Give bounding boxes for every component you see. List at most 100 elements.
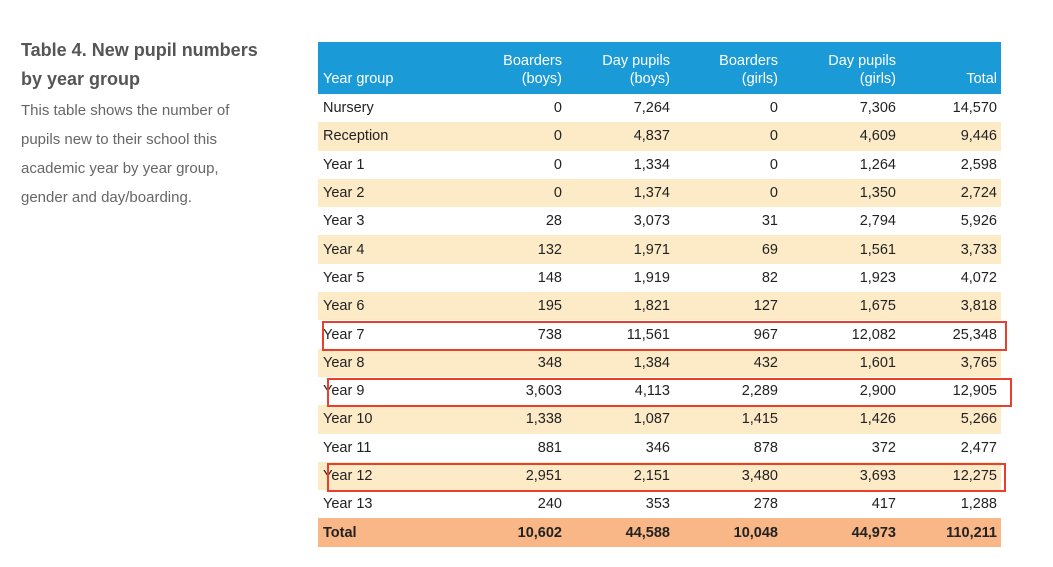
header-line-2: Total: [966, 71, 997, 87]
table-caption: Table 4. New pupil numbers by year group…: [21, 36, 291, 212]
boarders-girls-cell: 278: [753, 496, 778, 513]
header-year-group: Year group: [318, 42, 478, 94]
boarders-girls-cell: 967: [753, 326, 778, 343]
total-cell: 14,570: [952, 100, 997, 117]
caption-description-line: gender and day/boarding.: [21, 189, 192, 206]
total-cell: 3,733: [960, 241, 997, 258]
table-row: Year 9 3,603 4,113 2,289 2,900 12,905: [318, 377, 1001, 405]
table-row: Year 8 348 1,384 432 1,601 3,765: [318, 348, 1001, 377]
boarders-girls-cell: 1,415: [741, 411, 778, 428]
header-line-2: Year group: [323, 71, 394, 87]
table-row: Nursery 0 7,264 0 7,306 14,570: [318, 94, 1001, 122]
day-pupils-girls-cell: 1,264: [859, 156, 896, 173]
year-group-cell: Year 3: [323, 213, 365, 230]
header-boarders-boys: Boarders (boys): [478, 42, 566, 94]
day-pupils-boys-cell: 4,837: [633, 128, 670, 145]
header-line-2: (boys): [629, 71, 670, 87]
table-row: Year 4 132 1,971 69 1,561 3,733: [318, 235, 1001, 264]
boarders-boys-cell: 240: [537, 496, 562, 513]
total-cell: 12,905: [952, 383, 997, 400]
day-pupils-girls-cell: 2,794: [859, 213, 896, 230]
header-day-pupils-boys: Day pupils (boys): [566, 42, 674, 94]
boarders-girls-cell: 69: [761, 241, 778, 258]
day-pupils-girls-cell: 1,923: [859, 269, 896, 286]
day-pupils-girls-cell: 2,900: [859, 383, 896, 400]
table-row: Year 13 240 353 278 417 1,288: [318, 490, 1001, 518]
table-row: Year 11 881 346 878 372 2,477: [318, 434, 1001, 462]
header-line-2: (girls): [859, 71, 896, 87]
boarders-girls-cell: 31: [761, 213, 778, 230]
header-line-1: Boarders: [503, 53, 562, 69]
boarders-boys-cell: 132: [537, 241, 562, 258]
caption-title-line-2: by year group: [21, 69, 141, 89]
caption-description: This table shows the number of pupils ne…: [21, 96, 291, 212]
day-pupils-boys-cell: 1,919: [633, 269, 670, 286]
table-row: Reception 0 4,837 0 4,609 9,446: [318, 122, 1001, 151]
day-pupils-girls-cell: 4,609: [859, 128, 896, 145]
table-row: Year 3 28 3,073 31 2,794 5,926: [318, 207, 1001, 235]
boarders-girls-cell: 0: [769, 156, 778, 173]
day-pupils-girls-cell: 3,693: [859, 468, 896, 484]
day-pupils-girls-cell: 1,350: [859, 185, 896, 202]
boarders-boys-cell: 0: [553, 100, 562, 117]
total-cell: 9,446: [960, 128, 997, 145]
boarders-girls-cell: 127: [753, 298, 778, 315]
total-day-pupils-girls-cell: 44,973: [851, 524, 896, 541]
year-group-cell: Year 11: [323, 439, 372, 456]
caption-description-line: pupils new to their school this: [21, 131, 217, 148]
total-cell: 2,598: [960, 156, 997, 173]
pupil-numbers-table-container: Year group Boarders (boys) Day pupils (b…: [318, 42, 1001, 547]
table-row: Year 12 2,951 2,151 3,480 3,693 12,275: [318, 461, 1001, 491]
day-pupils-boys-cell: 3,073: [633, 213, 670, 230]
day-pupils-boys-cell: 11,561: [626, 326, 670, 343]
boarders-girls-cell: 432: [753, 354, 778, 371]
table-row: Year 6 195 1,821 127 1,675 3,818: [318, 292, 1001, 321]
year-group-cell: Nursery: [323, 100, 374, 117]
total-cell: 4,072: [960, 269, 997, 286]
total-boarders-girls-cell: 10,048: [733, 524, 778, 541]
boarders-girls-cell: 3,480: [741, 468, 778, 484]
header-line-1: Day pupils: [602, 53, 670, 69]
year-group-cell: Year 13: [323, 496, 373, 513]
boarders-boys-cell: 3,603: [525, 383, 562, 400]
year-group-cell: Year 6: [323, 298, 365, 315]
pupil-numbers-table: Year group Boarders (boys) Day pupils (b…: [318, 42, 1001, 547]
boarders-boys-cell: 0: [553, 156, 562, 173]
boarders-boys-cell: 738: [537, 326, 562, 343]
boarders-boys-cell: 881: [537, 439, 562, 456]
day-pupils-girls-cell: 417: [871, 496, 896, 513]
caption-title-line-1: Table 4. New pupil numbers: [21, 40, 258, 60]
day-pupils-boys-cell: 1,374: [633, 185, 670, 202]
boarders-boys-cell: 0: [553, 185, 562, 202]
boarders-girls-cell: 0: [769, 128, 778, 145]
total-cell: 1,288: [960, 496, 997, 513]
day-pupils-girls-cell: 1,561: [859, 241, 896, 258]
day-pupils-girls-cell: 372: [871, 439, 896, 456]
year-group-cell: Year 8: [323, 354, 365, 371]
table-body: Nursery 0 7,264 0 7,306 14,570 Reception 0 4,837…: [318, 94, 1001, 547]
total-cell: 12,275: [952, 468, 997, 484]
table-row: Year 10 1,338 1,087 1,415 1,426 5,266: [318, 405, 1001, 434]
day-pupils-boys-cell: 1,384: [633, 354, 670, 371]
day-pupils-girls-cell: 1,426: [859, 411, 896, 428]
boarders-boys-cell: 148: [537, 269, 562, 286]
header-boarders-girls: Boarders (girls): [674, 42, 782, 94]
year-group-cell: Year 4: [323, 241, 365, 258]
header-total: Total: [900, 42, 1001, 94]
total-cell: 2,477: [960, 439, 997, 456]
boarders-boys-cell: 195: [537, 298, 562, 315]
year-group-cell: Year 9: [323, 383, 365, 400]
table-row: Year 7 738 11,561 967 12,082 25,348: [318, 320, 1001, 348]
boarders-girls-cell: 878: [753, 439, 778, 456]
total-boarders-boys-cell: 10,602: [517, 524, 562, 541]
caption-description-line: academic year by year group,: [21, 160, 219, 177]
day-pupils-boys-cell: 1,334: [633, 156, 670, 173]
header-row: Year group Boarders (boys) Day pupils (b…: [318, 42, 1001, 94]
day-pupils-girls-cell: 12,082: [851, 326, 896, 343]
caption-title: Table 4. New pupil numbers by year group: [21, 36, 291, 94]
table-row: Year 1 0 1,334 0 1,264 2,598: [318, 151, 1001, 179]
header-day-pupils-girls: Day pupils (girls): [782, 42, 900, 94]
boarders-boys-cell: 1,338: [525, 411, 562, 428]
day-pupils-boys-cell: 346: [645, 439, 670, 456]
table-row: Year 5 148 1,919 82 1,923 4,072: [318, 264, 1001, 292]
